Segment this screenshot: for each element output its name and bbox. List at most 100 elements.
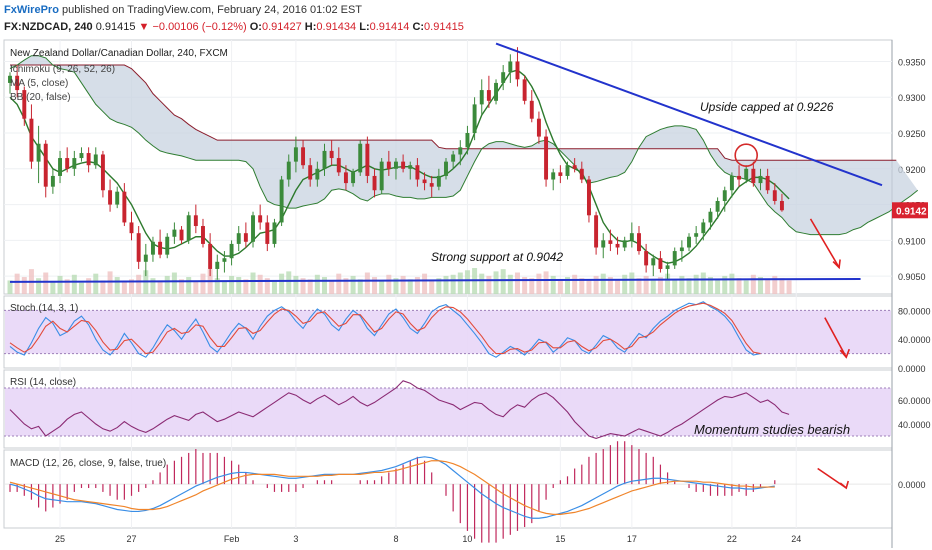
volume-bar xyxy=(736,278,742,294)
candle-body xyxy=(672,251,677,266)
last-price: 0.91415 xyxy=(95,21,136,33)
volume-bar xyxy=(150,278,156,294)
time-tick-label: 22 xyxy=(727,534,737,544)
candle-body xyxy=(15,75,20,91)
candle-body xyxy=(544,136,549,180)
open-label: O: xyxy=(249,21,262,33)
candle-body xyxy=(665,265,670,269)
candle-body xyxy=(608,240,613,244)
volume-bar xyxy=(250,272,256,294)
senkou-span-b xyxy=(10,64,897,161)
volume-bar xyxy=(271,280,277,294)
rsi-pane: 40.0000 60.0000 RSI (14, close) Momentum st… xyxy=(4,377,931,439)
candle-body xyxy=(222,258,227,262)
volume-bar xyxy=(672,279,678,294)
candle-body xyxy=(179,229,184,241)
candle-body xyxy=(601,240,606,248)
volume-bar xyxy=(264,278,270,294)
candle-body xyxy=(722,190,727,201)
candle-body xyxy=(644,251,649,266)
volume-bar xyxy=(757,277,763,294)
candle-body xyxy=(50,175,55,187)
candle-body xyxy=(637,233,641,252)
volume-bar xyxy=(293,275,299,294)
candle-body xyxy=(622,240,627,248)
candle-body xyxy=(444,161,448,176)
candle-body xyxy=(143,254,148,262)
candle-body xyxy=(251,215,255,242)
candle-body xyxy=(150,241,155,255)
candle-body xyxy=(658,258,663,269)
volume-bar xyxy=(550,275,556,294)
volume-bar xyxy=(765,279,771,294)
price-chart-title: New Zealand Dollar/Canadian Dollar, 240,… xyxy=(10,48,228,59)
volume-bar xyxy=(493,271,499,294)
candle-body xyxy=(236,233,241,244)
candle-body xyxy=(536,118,541,137)
candle-body xyxy=(293,147,298,162)
volume-bar xyxy=(522,277,528,294)
volume-bar xyxy=(386,274,392,294)
candle-body xyxy=(108,190,113,205)
candle-body xyxy=(779,200,784,211)
macd-title: MACD (12, 26, close, 9, false, true) xyxy=(10,458,166,469)
candle-body xyxy=(336,158,341,173)
candle-body xyxy=(651,258,656,266)
candle-body xyxy=(451,154,456,162)
candle-body xyxy=(436,175,441,187)
time-tick-label: Feb xyxy=(224,534,240,544)
time-tick-label: 17 xyxy=(627,534,637,544)
author-link[interactable]: FxWirePro xyxy=(4,4,59,16)
volume-bar xyxy=(622,274,628,294)
candle-body xyxy=(43,143,48,187)
candle-body xyxy=(701,222,706,234)
volume-bar xyxy=(71,274,77,294)
volume-bar xyxy=(286,271,292,294)
macd-arrow-head xyxy=(839,480,850,490)
volume-bar xyxy=(43,272,49,294)
volume-bar xyxy=(722,275,728,294)
volume-bar xyxy=(100,280,106,294)
price-tick-label: 0.9350 xyxy=(898,57,926,67)
down-arrow-shaft xyxy=(809,218,840,268)
candle-body xyxy=(486,90,491,101)
volume-bar xyxy=(514,272,520,294)
volume-bar xyxy=(393,278,399,294)
volume-bar xyxy=(36,278,42,294)
last-price-tag xyxy=(892,202,928,219)
low-label: L: xyxy=(359,21,370,33)
stoch-arrow-shaft xyxy=(824,317,847,358)
volume-bar xyxy=(629,272,635,294)
last-price-tag-text: 0.9142 xyxy=(896,206,927,217)
volume-bar xyxy=(93,273,99,294)
volume-bar xyxy=(707,277,713,294)
candle-body xyxy=(494,82,498,101)
volume-bar xyxy=(407,279,413,294)
volume-bar xyxy=(600,273,606,294)
candle-body xyxy=(258,215,263,223)
close-value: 0.91415 xyxy=(424,21,464,33)
candle-body xyxy=(694,233,699,237)
candle-body xyxy=(136,233,141,262)
volume-bar xyxy=(450,274,456,294)
volume-bar xyxy=(579,278,585,294)
candle-body xyxy=(193,215,198,227)
volume-bar xyxy=(729,273,735,294)
price-tick-label: 0.9250 xyxy=(898,129,926,139)
volume-bar xyxy=(179,279,185,294)
candle-body xyxy=(79,153,84,159)
volume-bar xyxy=(200,273,206,294)
volume-bar xyxy=(279,273,285,294)
resistance-trendline xyxy=(495,42,883,187)
candle-body xyxy=(8,75,12,83)
volume-bar xyxy=(779,278,785,294)
candle-body xyxy=(558,172,563,176)
candle-body xyxy=(529,100,534,119)
volume-bar xyxy=(657,277,663,294)
volume-bar xyxy=(364,272,370,294)
volume-bar xyxy=(693,274,699,294)
volume-bar xyxy=(257,274,263,294)
candle-body xyxy=(243,233,248,242)
volume-bar xyxy=(78,282,84,294)
